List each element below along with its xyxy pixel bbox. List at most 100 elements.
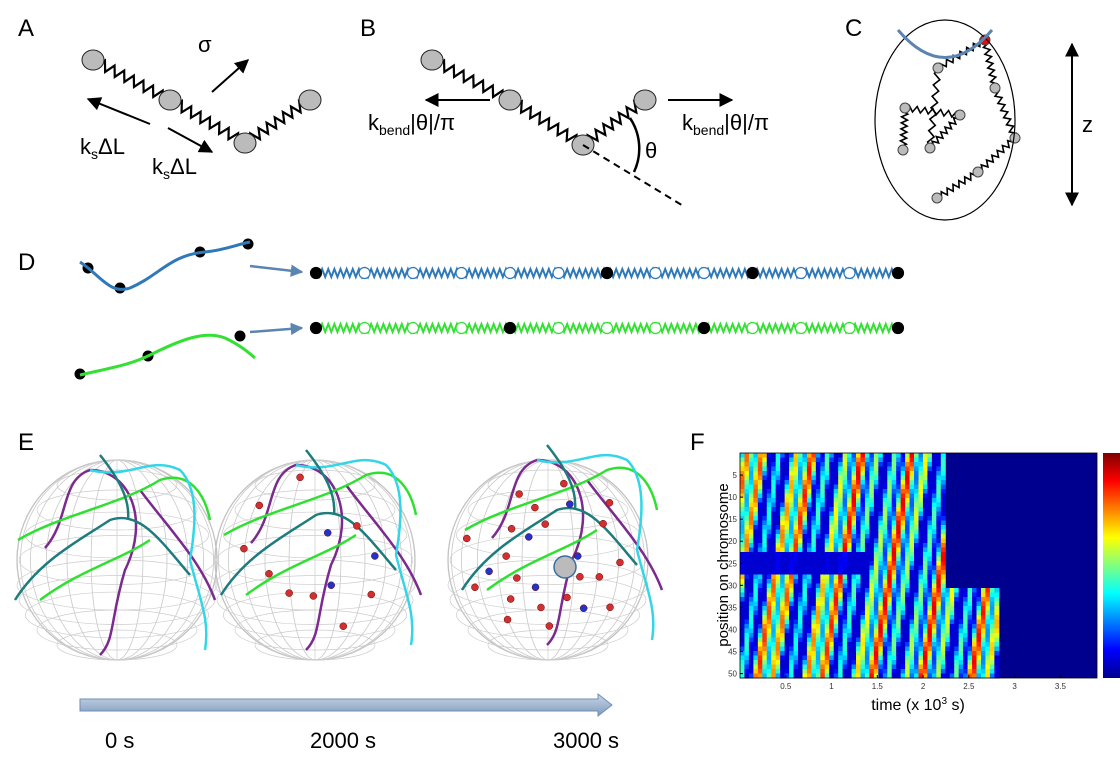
heatmap-cell [762, 637, 768, 643]
heatmap-cell [771, 498, 777, 503]
heatmap-cell [931, 556, 937, 562]
heatmap-cell [811, 615, 817, 620]
heatmap-cell [905, 475, 911, 481]
chromosome [17, 476, 212, 602]
heatmap-cell [922, 565, 928, 571]
heatmap-cell [891, 606, 897, 611]
heatmap-cell [936, 597, 942, 602]
heatmap-cell [905, 529, 911, 535]
heatmap-cell [918, 651, 924, 656]
centromere [485, 567, 493, 576]
heatmap-cell [931, 507, 937, 512]
heatmap-cell [744, 502, 750, 508]
heatmap-cell [931, 660, 937, 665]
heatmap-cell [806, 516, 812, 521]
heatmap-cell [820, 516, 826, 521]
heatmap-cell [980, 588, 986, 593]
heatmap-cell [757, 552, 763, 557]
heatmap-cell [824, 453, 830, 458]
heatmap-cell [985, 592, 991, 598]
heatmap-cell [914, 583, 919, 589]
heatmap-cell [873, 642, 879, 647]
heatmap-cell [989, 637, 995, 643]
heatmap-cell [847, 651, 853, 656]
heatmap-cell [766, 583, 772, 589]
heatmap-cell [918, 480, 924, 485]
heatmap-cell [762, 480, 768, 485]
heatmap-cell [985, 660, 991, 665]
heatmap-cell [967, 619, 973, 625]
heatmap-cell [887, 475, 893, 481]
heatmap-cell [829, 669, 835, 674]
heatmap-cell [757, 633, 763, 638]
heatmap-cell [833, 556, 839, 562]
heatmap-cell [936, 480, 942, 485]
heatmap-cell [744, 457, 750, 463]
bead [979, 34, 991, 46]
heatmap-cell [780, 597, 786, 602]
centromere [606, 603, 614, 612]
heatmap-cell [847, 457, 853, 463]
heatmap-cell [887, 462, 893, 467]
heatmap-cell [793, 480, 799, 485]
heatmap-cell [757, 579, 763, 584]
heatmap-cell [851, 489, 857, 494]
heatmap-cell [918, 624, 924, 629]
heatmap-cell [842, 538, 848, 544]
heatmap-cell [896, 565, 902, 571]
heatmap-cell [869, 484, 875, 490]
bead [954, 109, 966, 121]
heatmap-cell [949, 646, 955, 652]
heatmap-cell [740, 502, 745, 508]
heatmap-cell [815, 565, 821, 571]
heatmap-cell [896, 538, 902, 544]
heatmap-cell [878, 574, 884, 580]
heatmap-cell [851, 471, 857, 476]
bead [158, 89, 182, 111]
heatmap-cell [802, 624, 808, 629]
heatmap-cell [936, 561, 942, 566]
heatmap-cell [762, 624, 768, 629]
heatmap-cell [842, 507, 848, 512]
heatmap-cell [954, 642, 960, 647]
heatmap-cell [829, 556, 835, 562]
heatmap-cell [806, 606, 812, 611]
heatmap-cell [918, 489, 924, 494]
heatmap-cell [994, 655, 1000, 661]
grid-lat [216, 575, 414, 625]
heatmap-cell [833, 511, 839, 517]
heatmap-cell [922, 592, 928, 598]
heatmap-cell [806, 583, 812, 589]
heatmap-cell [757, 610, 763, 616]
heatmap-cell [789, 579, 795, 584]
heatmap-cell [824, 615, 830, 620]
heatmap-cell [851, 462, 857, 467]
heatmap-cell [820, 646, 826, 652]
heatmap-cell [905, 574, 911, 580]
heatmap-cell [878, 669, 884, 674]
heatmap-cell [851, 534, 857, 539]
heatmap-cell [740, 498, 745, 503]
heatmap-cell [900, 466, 906, 472]
heatmap-cell [766, 592, 772, 598]
heatmap-cell [798, 570, 803, 575]
heatmap-cell [802, 655, 808, 661]
heatmap-cell [784, 502, 790, 508]
heatmap-cell [793, 525, 799, 530]
heatmap-cell [931, 498, 937, 503]
heatmap-cell [954, 597, 960, 602]
heatmap-cell [847, 475, 853, 481]
heatmap-cell [851, 565, 857, 571]
heatmap-cell [936, 516, 942, 521]
heatmap-cell [838, 561, 844, 566]
heatmap-cell [900, 669, 906, 674]
heatmap-cell [784, 673, 790, 679]
heatmap-cell [771, 489, 777, 494]
heatmap-cell [829, 480, 835, 485]
heatmap-cell [873, 588, 879, 593]
heatmap-cell [806, 552, 812, 557]
heatmap-cell [824, 457, 830, 463]
heatmap-cell [873, 619, 879, 625]
heatmap-cell [985, 646, 991, 652]
heatmap-cell [940, 619, 946, 625]
